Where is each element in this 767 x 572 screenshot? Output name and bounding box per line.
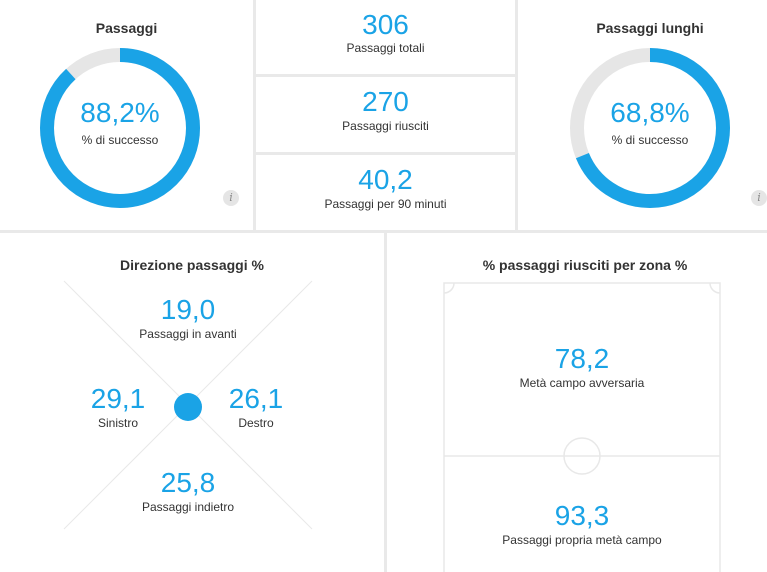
totale-passaggi-card: 306 Passaggi totali [256,0,515,74]
forward-label: Passaggi in avanti [139,327,237,341]
per90-value: 40,2 [358,164,413,195]
own-label: Passaggi propria metà campo [502,533,662,547]
total-label: Passaggi totali [346,41,425,55]
right-stat: 26,1 Destro [206,383,306,431]
direzione-title: Direzione passaggi % [120,257,264,273]
total-value: 306 [362,9,409,40]
own-half-stat: 93,3 Passaggi propria metà campo [443,500,721,548]
lunghi-percent: 68,8% [610,97,690,128]
passaggi-riusciti-card: 270 Passaggi riusciti [256,77,515,152]
left-value: 29,1 [90,383,146,414]
info-icon[interactable]: i [223,190,239,206]
opp-value: 78,2 [554,343,610,374]
success-value: 270 [362,86,409,117]
passaggi-lunghi-card: Passaggi lunghi 68,8% % di successo i [518,0,767,230]
lunghi-ring [570,48,730,208]
own-value: 93,3 [554,500,610,531]
zona-card: % passaggi riusciti per zona % 78,2 Metà… [387,233,767,572]
right-label: Destro [238,416,274,430]
passaggi-per90-card: 40,2 Passaggi per 90 minuti [256,155,515,230]
info-icon[interactable]: i [751,190,767,206]
direzione-card: Direzione passaggi % 19,0 Passaggi in av… [0,233,384,572]
opp-label: Metà campo avversaria [519,376,645,390]
passaggi-ring-progress [40,48,200,208]
passaggi-percent-label: % di successo [81,133,159,147]
passaggi-ring [40,48,200,208]
back-value: 25,8 [160,467,216,498]
success-label: Passaggi riusciti [342,119,429,133]
left-label: Sinistro [97,416,138,430]
back-label: Passaggi indietro [141,500,235,514]
passaggi-title: Passaggi [95,20,158,36]
left-stat: 29,1 Sinistro [68,383,168,431]
per90-label: Passaggi per 90 minuti [324,197,447,211]
right-value: 26,1 [228,383,284,414]
passaggi-card: Passaggi 88,2% % di successo i [0,0,253,230]
center-dot [174,393,202,421]
pitch-outline [443,282,721,572]
passaggi-percent: 88,2% [80,97,160,128]
lunghi-percent-label: % di successo [611,133,689,147]
forward-stat: 19,0 Passaggi in avanti [108,294,268,342]
zona-title: % passaggi riusciti per zona % [482,257,688,273]
lunghi-ring-progress [570,48,730,208]
back-stat: 25,8 Passaggi indietro [98,467,278,515]
lunghi-title: Passaggi lunghi [596,20,704,36]
forward-value: 19,0 [160,294,216,325]
opp-half-stat: 78,2 Metà campo avversaria [443,343,721,391]
